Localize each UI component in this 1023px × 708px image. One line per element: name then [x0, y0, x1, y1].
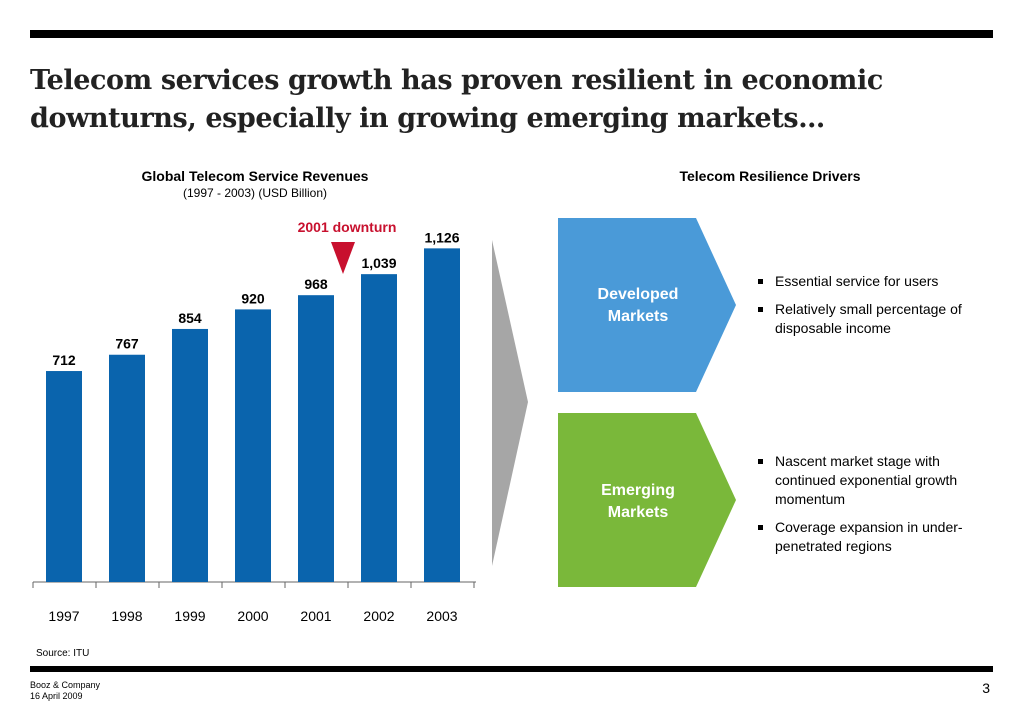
bullet-icon	[758, 459, 763, 464]
x-tick-label-1998: 1998	[111, 608, 142, 624]
x-tick-label-2001: 2001	[300, 608, 331, 624]
bullet-item: Essential service for users	[755, 272, 990, 291]
bar-1999	[172, 328, 208, 582]
bullet-text: Essential service for users	[775, 273, 939, 289]
bullet-text: Coverage expansion in under- penetrated …	[775, 519, 963, 554]
chart-title: Global Telecom Service Revenues	[141, 168, 369, 184]
downturn-arrow-icon	[331, 242, 355, 274]
bullet-item: Nascent market stage with continued expo…	[755, 452, 990, 509]
bullet-icon	[758, 307, 763, 312]
x-tick-label-1999: 1999	[174, 608, 205, 624]
slide-title: Telecom services growth has proven resil…	[30, 65, 883, 134]
chart-subtitle: (1997 - 2003) (USD Billion)	[182, 186, 328, 200]
drivers-title: Telecom Resilience Drivers	[679, 168, 861, 184]
x-tick-label-2000: 2000	[237, 608, 268, 624]
bar-2002	[361, 274, 397, 582]
bottom-rule	[30, 666, 993, 672]
bullet-item: Coverage expansion in under- penetrated …	[755, 518, 990, 556]
downturn-annotation-label: 2001 downturn	[297, 219, 397, 235]
bar-2001	[298, 295, 334, 582]
bullet-item: Relatively small percentage of disposabl…	[755, 300, 990, 338]
bullet-text: Relatively small percentage of disposabl…	[775, 301, 962, 336]
bullet-icon	[758, 279, 763, 284]
data-label-1997: 712	[52, 352, 76, 368]
page-number: 3	[982, 680, 990, 696]
developed-markets-label-line1: Developed	[597, 286, 679, 303]
footer-date: 16 April 2009	[30, 691, 83, 701]
data-label-1999: 854	[178, 310, 202, 326]
data-label-2002: 1,039	[361, 255, 396, 271]
x-tick-label-2002: 2002	[363, 608, 394, 624]
bullet-text: Nascent market stage with continued expo…	[775, 453, 958, 507]
emerging-markets-label-line2: Markets	[607, 504, 669, 521]
top-rule	[30, 30, 993, 38]
bar-1997	[46, 371, 82, 582]
bar-1998	[109, 354, 145, 582]
bar-2000	[235, 309, 271, 582]
data-label-2000: 920	[241, 290, 265, 306]
data-label-2003: 1,126	[424, 229, 459, 245]
emerging-markets-bullets: Nascent market stage with continued expo…	[755, 452, 990, 565]
bar-2003	[424, 248, 460, 582]
footer-company: Booz & Company	[30, 680, 101, 690]
transition-arrow-icon	[492, 240, 528, 566]
developed-markets-bullets: Essential service for users Relatively s…	[755, 272, 990, 347]
x-tick-label-2003: 2003	[426, 608, 457, 624]
developed-markets-label-line2: Markets	[607, 308, 669, 325]
revenue-bar-chart: 712 1997 767 1998 854 1999 920 2000 968 2001 1,039…	[32, 229, 476, 624]
x-tick-label-1997: 1997	[48, 608, 79, 624]
data-label-1998: 767	[115, 336, 139, 352]
emerging-markets-label-line1: Emerging	[601, 482, 675, 499]
source-note: Source: ITU	[36, 648, 90, 659]
data-label-2001: 968	[304, 276, 328, 292]
bullet-icon	[758, 525, 763, 530]
